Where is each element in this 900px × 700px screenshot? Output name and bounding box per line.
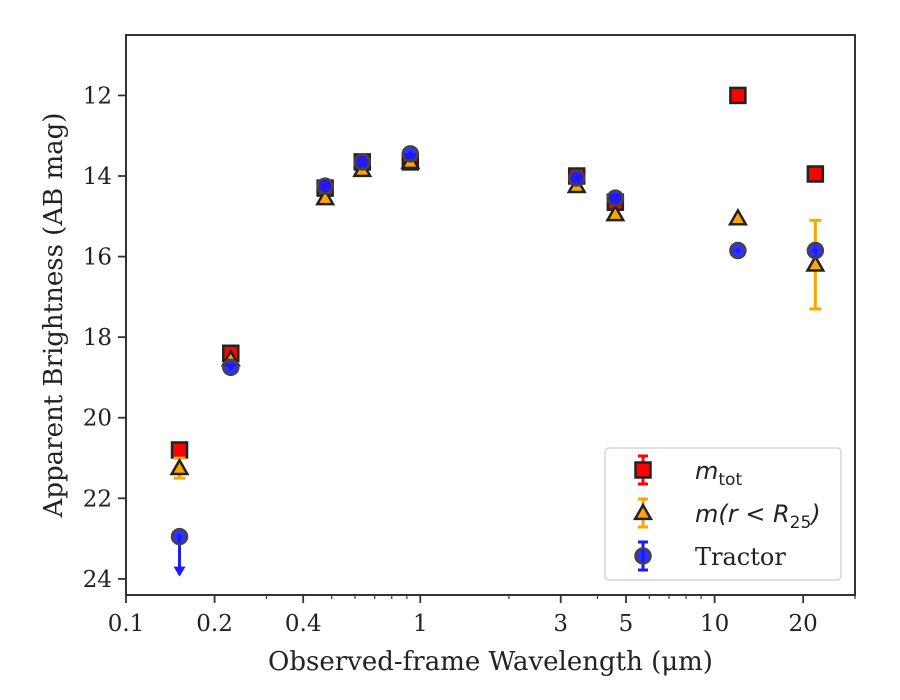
data-point	[605, 203, 626, 222]
data-point-center	[359, 159, 365, 165]
legend: mtot m(r < R25) Tractor	[604, 447, 842, 581]
x-tick-label: 3	[553, 611, 568, 637]
series-triangle	[169, 151, 826, 480]
x-tick-label: 0.2	[196, 611, 233, 637]
data-point	[806, 165, 825, 183]
data-point-center	[574, 175, 580, 181]
data-point	[729, 86, 747, 105]
data-point	[727, 207, 748, 226]
legend-label: m(r < R25)	[695, 500, 821, 533]
y-tick-label: 16	[83, 245, 112, 271]
data-marks	[169, 86, 826, 577]
data-point	[315, 187, 336, 206]
data-point-center	[612, 195, 618, 201]
upper-limit-arrowhead	[173, 566, 186, 577]
data-point-center	[322, 183, 328, 189]
x-tick-label: 1	[413, 611, 428, 637]
x-tick-label: 5	[619, 611, 634, 637]
data-point	[170, 441, 189, 459]
data-point-center	[812, 247, 818, 254]
x-tick-label: 20	[789, 611, 818, 637]
plot-area	[125, 34, 856, 596]
plot-frame	[125, 34, 856, 596]
legend-item: mtot	[634, 454, 742, 490]
y-tick-label: 14	[83, 164, 112, 190]
legend-marker	[634, 547, 652, 565]
legend-item: Tractor	[634, 540, 786, 572]
legend-label: mtot	[695, 457, 742, 490]
x-axis-label: Observed-frame Wavelength (μm)	[268, 647, 713, 677]
legend-box	[604, 447, 842, 581]
y-tick-label: 18	[83, 325, 112, 351]
x-tick-label: 0.1	[108, 611, 145, 637]
data-point-center	[176, 533, 183, 540]
y-tick-label: 24	[83, 567, 112, 593]
legend-marker	[632, 502, 654, 521]
y-tick-label: 20	[83, 406, 112, 432]
data-point	[805, 254, 826, 272]
x-axis: 0.1 0.2 0.4 1 3 5 10 20	[108, 595, 856, 637]
data-point-center	[407, 151, 413, 157]
y-tick-label: 12	[83, 83, 112, 109]
data-point-center	[228, 364, 234, 370]
legend-item: m(r < R25)	[632, 497, 821, 533]
y-axis: 12 14 16 18 20 22 24	[83, 83, 126, 593]
legend-marker	[634, 461, 652, 479]
legend-label: Tractor	[695, 543, 786, 571]
data-point	[169, 457, 190, 476]
y-tick-label: 22	[83, 486, 112, 512]
y-axis-label: Apparent Brightness (AB mag)	[39, 113, 69, 519]
series-circle	[170, 145, 825, 577]
series-square	[170, 86, 825, 459]
data-point-center	[735, 247, 741, 254]
x-tick-label: 0.4	[285, 611, 322, 637]
x-tick-label: 10	[700, 611, 729, 637]
